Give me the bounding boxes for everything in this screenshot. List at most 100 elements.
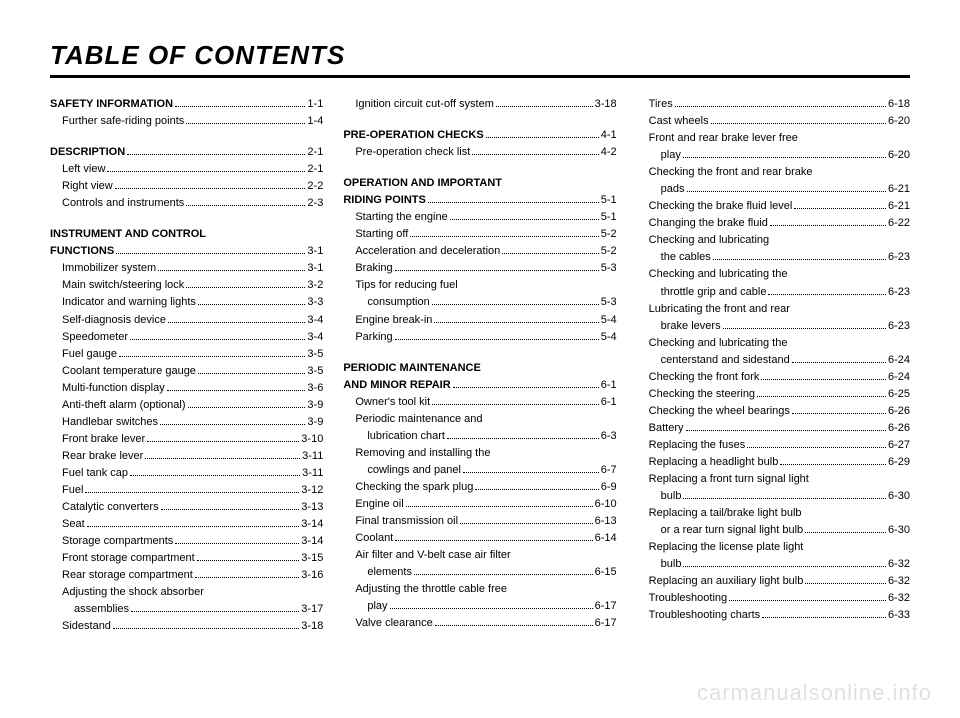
toc-label: centerstand and sidestand <box>661 352 790 369</box>
toc-dots <box>453 387 599 388</box>
toc-line: Left view2-1 <box>50 161 323 178</box>
toc-page: 3-5 <box>307 363 323 380</box>
toc-line: Checking the brake fluid level 6-21 <box>637 198 910 215</box>
toc-page: 6-26 <box>888 403 910 420</box>
toc-line: Replacing a tail/brake light bulb <box>637 505 910 522</box>
toc-spacer <box>343 161 616 175</box>
toc-page: 5-2 <box>601 226 617 243</box>
toc-page: 5-4 <box>601 312 617 329</box>
toc-label: brake levers <box>661 318 721 335</box>
toc-label: bulb <box>661 556 682 573</box>
toc-line: Fuel tank cap3-11 <box>50 465 323 482</box>
toc-page: 3-11 <box>302 448 323 465</box>
toc-line: bulb6-30 <box>637 488 910 505</box>
toc-dots <box>130 339 305 340</box>
toc-label: Checking the brake fluid level <box>649 198 793 215</box>
toc-line: Sidestand3-18 <box>50 618 323 635</box>
toc-label: Handlebar switches <box>62 414 158 431</box>
toc-line: Replacing a front turn signal light <box>637 471 910 488</box>
toc-label: Front storage compartment <box>62 550 195 567</box>
toc-dots <box>711 123 886 124</box>
toc-dots <box>761 379 886 380</box>
toc-dots <box>406 506 593 507</box>
toc-line: Checking the front fork6-24 <box>637 369 910 386</box>
toc-dots <box>686 430 886 431</box>
toc-dots <box>434 322 598 323</box>
toc-page: 6-3 <box>601 428 617 445</box>
toc-dots <box>410 236 598 237</box>
toc-line: Pre-operation check list4-2 <box>343 144 616 161</box>
toc-spacer <box>343 346 616 360</box>
toc-line: Fuel gauge 3-5 <box>50 346 323 363</box>
toc-page: 6-17 <box>595 598 617 615</box>
toc-page: 3-13 <box>301 499 323 516</box>
toc-line: Tips for reducing fuel <box>343 277 616 294</box>
toc-dots <box>805 583 886 584</box>
toc-page: 3-1 <box>307 243 323 260</box>
toc-page: 5-3 <box>601 294 617 311</box>
toc-line: Checking the wheel bearings6-26 <box>637 403 910 420</box>
toc-page: 3-5 <box>307 346 323 363</box>
toc-label: Fuel <box>62 482 83 499</box>
toc-dots <box>395 540 592 541</box>
toc-dots <box>447 438 599 439</box>
toc-dots <box>131 611 299 612</box>
toc-label: Checking and lubricating <box>649 232 769 249</box>
toc-page: 6-1 <box>601 394 617 411</box>
toc-label: Further safe-riding points <box>62 113 184 130</box>
toc-label: Checking the front and rear brake <box>649 164 813 181</box>
toc-label: Controls and instruments <box>62 195 184 212</box>
toc-page: 6-33 <box>888 607 910 624</box>
toc-page: 2-2 <box>307 178 323 195</box>
toc-label: Pre-operation check list <box>355 144 470 161</box>
toc-dots <box>683 498 886 499</box>
toc-line: Checking and lubricating <box>637 232 910 249</box>
toc-line: Checking and lubricating the <box>637 266 910 283</box>
toc-page: 1-1 <box>307 96 323 113</box>
toc-label: play <box>661 147 681 164</box>
toc-label: OPERATION AND IMPORTANT <box>343 175 502 192</box>
toc-dots <box>175 106 305 107</box>
toc-label: Ignition circuit cut-off system <box>355 96 494 113</box>
toc-label: Fuel gauge <box>62 346 117 363</box>
toc-label: Fuel tank cap <box>62 465 128 482</box>
toc-line: Adjusting the shock absorber <box>50 584 323 601</box>
toc-line: Troubleshooting6-32 <box>637 590 910 607</box>
toc-label: Tires <box>649 96 673 113</box>
toc-line: Adjusting the throttle cable free <box>343 581 616 598</box>
toc-dots <box>147 441 299 442</box>
toc-line: Replacing the fuses6-27 <box>637 437 910 454</box>
toc-line: Cast wheels6-20 <box>637 113 910 130</box>
toc-label: consumption <box>367 294 429 311</box>
toc-label: the cables <box>661 249 711 266</box>
toc-page: 6-25 <box>888 386 910 403</box>
toc-label: Starting the engine <box>355 209 447 226</box>
toc-line: brake levers6-23 <box>637 318 910 335</box>
toc-label: Coolant temperature gauge <box>62 363 196 380</box>
toc-dots <box>186 123 305 124</box>
watermark: carmanualsonline.info <box>697 680 932 706</box>
toc-spacer <box>343 113 616 127</box>
toc-dots <box>687 191 886 192</box>
toc-line: Replacing a headlight bulb6-29 <box>637 454 910 471</box>
toc-dots <box>87 526 300 527</box>
toc-line: throttle grip and cable6-23 <box>637 284 910 301</box>
toc-dots <box>675 106 886 107</box>
toc-label: RIDING POINTS <box>343 192 426 209</box>
toc-label: Front brake lever <box>62 431 145 448</box>
toc-column: Ignition circuit cut-off system3-18PRE-O… <box>343 96 616 635</box>
toc-label: Replacing a headlight bulb <box>649 454 779 471</box>
toc-page: 3-3 <box>307 294 323 311</box>
toc-line: centerstand and sidestand6-24 <box>637 352 910 369</box>
toc-dots <box>713 259 886 260</box>
toc-label: Adjusting the shock absorber <box>62 584 204 601</box>
toc-label: Removing and installing the <box>355 445 490 462</box>
toc-page: 6-21 <box>888 198 910 215</box>
toc-label: play <box>367 598 387 615</box>
toc-label: Replacing a tail/brake light bulb <box>649 505 802 522</box>
toc-dots <box>160 424 305 425</box>
toc-page: 3-17 <box>301 601 323 618</box>
toc-label: Checking the steering <box>649 386 755 403</box>
toc-line: PRE-OPERATION CHECKS4-1 <box>343 127 616 144</box>
toc-page: 6-26 <box>888 420 910 437</box>
